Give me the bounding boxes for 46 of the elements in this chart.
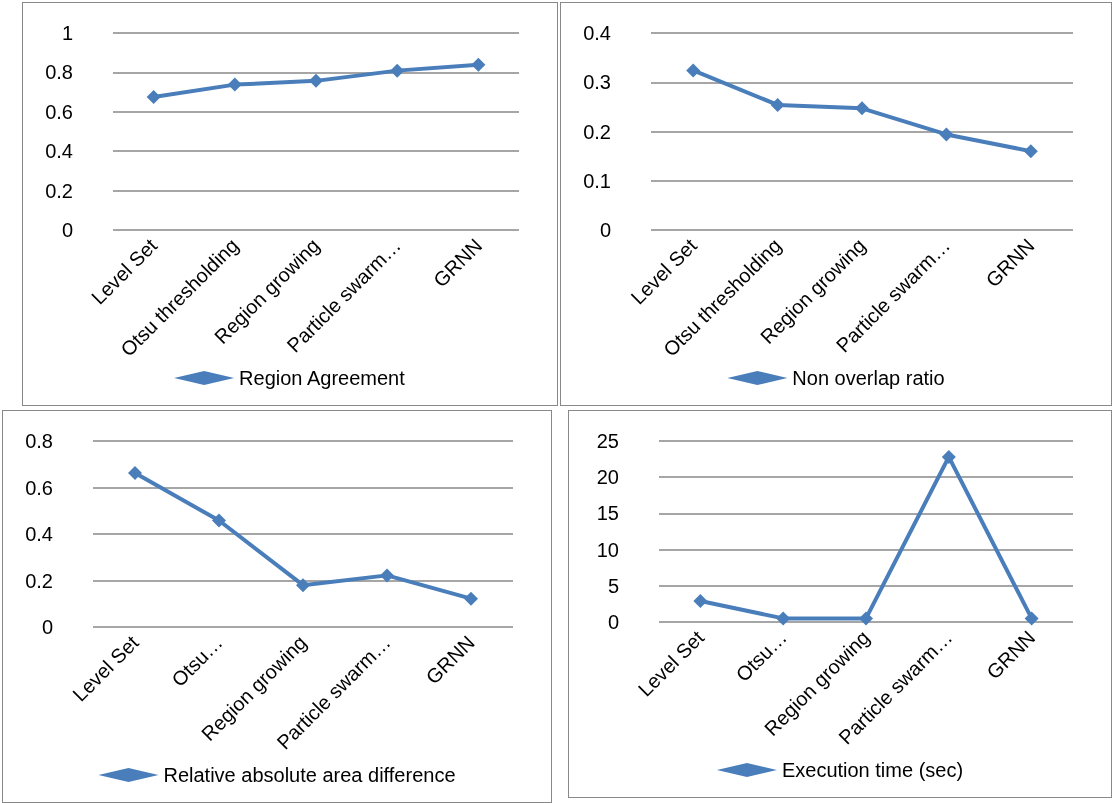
legend-label: Non overlap ratio bbox=[792, 367, 945, 389]
point bbox=[941, 449, 956, 464]
point bbox=[390, 63, 405, 78]
point bbox=[146, 90, 161, 105]
point bbox=[309, 73, 323, 88]
legend-label: Relative absolute area difference bbox=[163, 764, 456, 786]
point bbox=[227, 77, 242, 92]
y-tick-label: 0.4 bbox=[25, 523, 53, 545]
y-tick-label: 0.6 bbox=[25, 476, 53, 499]
y-tick-label: 0.6 bbox=[45, 100, 73, 123]
y-tick-label: 0 bbox=[41, 616, 53, 638]
y-tick-label: 10 bbox=[596, 538, 619, 561]
y-tick-label: 0.8 bbox=[25, 430, 53, 452]
y-tick-label: 0.4 bbox=[583, 22, 611, 44]
point bbox=[471, 57, 486, 72]
y-tick-label: 25 bbox=[596, 430, 619, 452]
point bbox=[1024, 611, 1039, 626]
y-tick-label: 0 bbox=[599, 219, 611, 241]
point bbox=[686, 63, 701, 78]
y-tick-label: 20 bbox=[596, 466, 619, 489]
point bbox=[770, 97, 785, 112]
y-tick-label: 0 bbox=[61, 219, 73, 241]
point bbox=[776, 611, 791, 626]
point bbox=[380, 568, 394, 583]
point bbox=[859, 611, 873, 626]
point bbox=[855, 101, 869, 116]
y-tick-label: 0.2 bbox=[25, 569, 53, 592]
point bbox=[128, 466, 142, 481]
point bbox=[464, 591, 478, 606]
point bbox=[212, 513, 226, 528]
y-tick-label: 0 bbox=[607, 611, 619, 633]
point bbox=[1023, 144, 1038, 159]
y-tick-label: 5 bbox=[607, 574, 619, 597]
point bbox=[693, 594, 708, 608]
y-tick-label: 0.2 bbox=[583, 120, 611, 143]
point bbox=[939, 127, 954, 142]
point bbox=[296, 578, 310, 593]
legend-label: Region Agreement bbox=[239, 367, 406, 389]
y-tick-label: 0.3 bbox=[583, 71, 611, 94]
y-tick-label: 1 bbox=[61, 22, 73, 44]
y-tick-label: 0.4 bbox=[45, 140, 73, 163]
y-tick-label: 15 bbox=[596, 502, 619, 525]
y-tick-label: 0.2 bbox=[45, 179, 73, 202]
y-tick-label: 0.1 bbox=[583, 169, 611, 192]
y-tick-label: 0.8 bbox=[45, 61, 73, 84]
legend-label: Execution time (sec) bbox=[781, 759, 964, 781]
